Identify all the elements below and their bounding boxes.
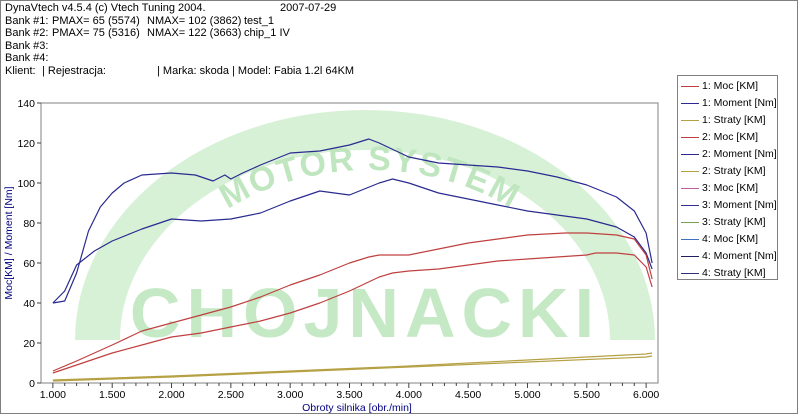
legend-label: 3: Moment [Nm] <box>702 199 777 211</box>
legend-item: 3: Moc [KM] <box>678 180 777 197</box>
legend-swatch <box>681 171 699 172</box>
legend-swatch <box>681 273 699 274</box>
app-info: DynaVtech v4.5.4 (c) Vtech Tuning 2004. <box>5 2 206 14</box>
legend-swatch <box>681 256 699 257</box>
client-label: Klient: <box>5 64 36 77</box>
legend-item: 3: Moment [Nm] <box>678 197 777 214</box>
x-axis-ticks: 1.000 1.500 2.000 2.500 3.000 3.500 4.000 4.500… <box>40 383 659 401</box>
x-tick-label: 4.000 <box>396 389 422 401</box>
legend-label: 1: Straty [KM] <box>702 114 766 126</box>
report-date: 2007-07-29 <box>280 2 337 14</box>
legend-label: 2: Straty [KM] <box>702 165 766 177</box>
watermark-main-text: CHOJNACKI <box>130 274 600 352</box>
legend-item: 4: Straty [KM] <box>678 265 777 282</box>
x-tick-label: 1.500 <box>99 389 125 401</box>
bank-row: Bank #3: <box>5 40 795 53</box>
series-line-2 <box>52 178 653 304</box>
x-tick-label: 2.500 <box>218 389 244 401</box>
legend-label: 3: Straty [KM] <box>702 216 766 228</box>
watermark-arc <box>75 110 655 340</box>
x-tick-label: 5.500 <box>574 389 600 401</box>
x-tick-label: 5.000 <box>514 389 540 401</box>
chart-series <box>52 138 653 382</box>
x-tick-label: 6.000 <box>633 389 659 401</box>
legend-item: 2: Straty [KM] <box>678 163 777 180</box>
legend-item: 2: Moc [KM] <box>678 129 777 146</box>
series-line-1 <box>52 252 653 374</box>
make-model-label: | Marka: skoda | Model: Fabia 1.2l 64KM <box>157 64 355 77</box>
legend-item: 1: Moment [Nm] <box>678 95 777 112</box>
legend-item: 4: Moment [Nm] <box>678 248 777 265</box>
y-tick-label: 80 <box>23 218 35 230</box>
y-tick-label: 120 <box>17 138 35 150</box>
y-tick-label: 140 <box>17 98 35 110</box>
bank-pmax: PMAX= 75 (5316) <box>52 27 140 39</box>
bank-row: Bank #4: <box>5 52 795 65</box>
legend-swatch <box>681 239 699 240</box>
bank-nmax: NMAX= 122 (3663) <box>147 27 242 39</box>
y-tick-label: 0 <box>29 378 35 390</box>
x-tick-label: 1.000 <box>40 389 66 401</box>
y-tick-label: 60 <box>23 258 35 270</box>
legend-swatch <box>681 86 699 87</box>
legend-label: 3: Moc [KM] <box>702 182 759 194</box>
bank-name: test_1 <box>244 14 274 27</box>
legend-item: 3: Straty [KM] <box>678 214 777 231</box>
legend-item: 4: Moc [KM] <box>678 231 777 248</box>
bank-pmax: PMAX= 65 (5574) <box>52 14 140 27</box>
x-tick-label: 3.500 <box>336 389 362 401</box>
legend-label: 1: Moment [Nm] <box>702 97 777 109</box>
bank-name: chip_1 IV <box>244 27 290 39</box>
legend-swatch <box>681 103 699 104</box>
legend-label: 2: Moc [KM] <box>702 131 759 143</box>
legend-label: 1: Moc [KM] <box>702 80 759 92</box>
legend-label: 4: Moc [KM] <box>702 233 759 245</box>
y-tick-label: 100 <box>17 178 35 190</box>
client-line: Klient: | Rejestracja: | Marka: skoda | … <box>5 65 795 78</box>
legend-item: 1: Straty [KM] <box>678 112 777 129</box>
header-line-app: DynaVtech v4.5.4 (c) Vtech Tuning 2004. … <box>5 2 795 15</box>
legend-swatch <box>681 188 699 189</box>
watermark-chojnacki: MOTOR SYSTEM CHOJNACKI <box>75 110 655 352</box>
bank-nmax: NMAX= 102 (3862) <box>147 14 242 27</box>
registration-label: | Rejestracja: <box>42 64 106 77</box>
legend-label: 2: Moment [Nm] <box>702 148 777 160</box>
x-tick-label: 2.000 <box>158 389 184 401</box>
y-tick-label: 20 <box>23 338 35 350</box>
report-header: DynaVtech v4.5.4 (c) Vtech Tuning 2004. … <box>5 2 795 77</box>
legend-swatch <box>681 154 699 155</box>
legend-swatch <box>681 205 699 206</box>
x-axis-label: Obroty silnika [obr./min] <box>302 402 412 414</box>
series-line-6 <box>52 352 653 381</box>
legend-swatch <box>681 120 699 121</box>
bank-label: Bank #4: <box>5 52 49 64</box>
bank-label: Bank #2: <box>5 27 49 39</box>
bank-row: Bank #1: PMAX= 65 (5574) NMAX= 102 (3862… <box>5 15 795 28</box>
legend-item: 1: Moc [KM] <box>678 78 777 95</box>
legend-swatch <box>681 222 699 223</box>
chart-legend: 1: Moc [KM] 1: Moment [Nm] 1: Straty [KM] 2… <box>677 75 778 280</box>
legend-label: 4: Moment [Nm] <box>702 250 777 262</box>
bank-label: Bank #1: <box>5 14 49 27</box>
series-line-3 <box>52 355 653 382</box>
series-line-5 <box>52 138 653 304</box>
x-tick-label: 4.500 <box>455 389 481 401</box>
series-line-4 <box>52 232 653 372</box>
y-tick-label: 40 <box>23 298 35 310</box>
y-axis-ticks: 0 20 40 60 80 100 120 140 <box>17 98 41 390</box>
bank-row: Bank #2: PMAX= 75 (5316) NMAX= 122 (3663… <box>5 27 795 40</box>
legend-item: 2: Moment [Nm] <box>678 146 777 163</box>
legend-label: 4: Straty [KM] <box>702 267 766 279</box>
x-tick-label: 3.000 <box>277 389 303 401</box>
bank-label: Bank #3: <box>5 39 49 52</box>
legend-swatch <box>681 137 699 138</box>
y-axis-label: Moc[KM] / Moment [Nm] <box>3 186 15 299</box>
